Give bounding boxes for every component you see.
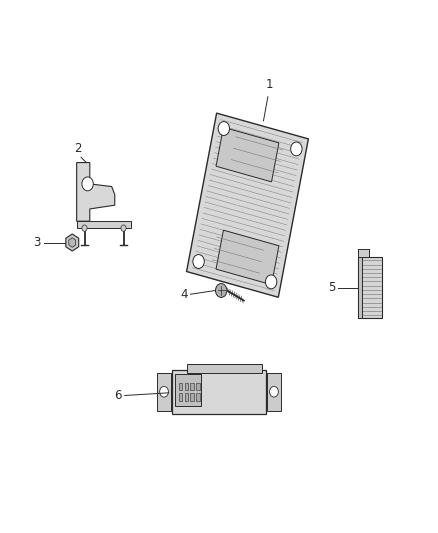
Polygon shape bbox=[187, 113, 308, 297]
Polygon shape bbox=[66, 234, 79, 251]
Polygon shape bbox=[77, 163, 115, 221]
Circle shape bbox=[291, 142, 302, 156]
Circle shape bbox=[82, 225, 87, 231]
Circle shape bbox=[218, 122, 230, 135]
Polygon shape bbox=[267, 373, 281, 411]
Bar bbox=[196, 383, 199, 390]
Polygon shape bbox=[77, 221, 131, 228]
Polygon shape bbox=[172, 370, 266, 414]
Text: 2: 2 bbox=[74, 142, 82, 155]
Circle shape bbox=[193, 255, 204, 269]
Bar bbox=[196, 393, 199, 401]
Polygon shape bbox=[358, 257, 382, 318]
Polygon shape bbox=[216, 127, 279, 182]
Circle shape bbox=[265, 275, 277, 289]
Bar bbox=[191, 383, 194, 390]
Text: 6: 6 bbox=[114, 389, 122, 402]
Circle shape bbox=[121, 225, 126, 231]
Polygon shape bbox=[358, 257, 362, 318]
Polygon shape bbox=[187, 364, 262, 373]
Polygon shape bbox=[157, 373, 171, 411]
Text: 3: 3 bbox=[33, 236, 41, 249]
Bar bbox=[179, 383, 182, 390]
Text: 4: 4 bbox=[180, 288, 187, 301]
Text: 5: 5 bbox=[328, 281, 335, 294]
Circle shape bbox=[215, 284, 227, 297]
Polygon shape bbox=[216, 230, 279, 285]
Polygon shape bbox=[69, 238, 76, 247]
Circle shape bbox=[82, 177, 93, 191]
Bar bbox=[185, 383, 188, 390]
Text: 1: 1 bbox=[265, 78, 273, 92]
Bar bbox=[179, 393, 182, 401]
Circle shape bbox=[269, 386, 279, 397]
Bar bbox=[185, 393, 188, 401]
Circle shape bbox=[159, 386, 168, 397]
Polygon shape bbox=[175, 374, 201, 406]
Bar bbox=[191, 393, 194, 401]
Polygon shape bbox=[358, 249, 369, 257]
